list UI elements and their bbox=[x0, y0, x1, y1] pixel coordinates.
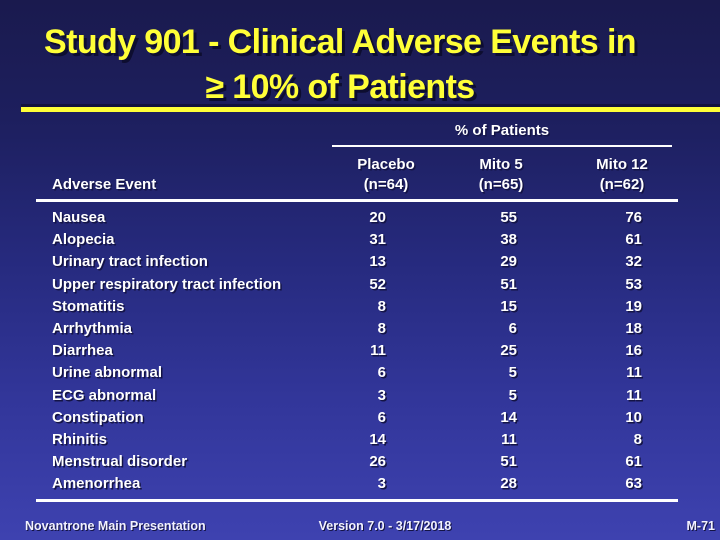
value-cell: 18 bbox=[625, 319, 642, 337]
value-cell: 6 bbox=[508, 319, 517, 337]
value-cell: 6 bbox=[377, 364, 386, 382]
value-cell: 3 bbox=[377, 475, 386, 493]
table-row: Rhinitis 14 11 8 bbox=[36, 429, 678, 451]
event-cell: Alopecia bbox=[52, 231, 115, 249]
value-cell: 14 bbox=[369, 430, 386, 448]
value-cell: 6 bbox=[377, 408, 386, 426]
event-cell: Amenorrhea bbox=[52, 475, 141, 493]
value-cell: 61 bbox=[625, 453, 642, 471]
value-cell: 8 bbox=[633, 430, 642, 448]
value-cell: 76 bbox=[625, 209, 642, 226]
value-cell: 28 bbox=[500, 475, 517, 493]
event-cell: Urinary tract infection bbox=[52, 253, 208, 271]
table-row: Nausea 20 55 76 bbox=[36, 207, 678, 229]
table-row: Upper respiratory tract infection 52 51 … bbox=[36, 274, 678, 296]
value-cell: 3 bbox=[377, 386, 386, 404]
table-header-row: Adverse Event Placebo (n=64) Mito 5 (n=6… bbox=[36, 150, 678, 196]
table-row: Urine abnormal 6 5 11 bbox=[36, 362, 678, 384]
column-header-placebo-n: (n=64) bbox=[363, 176, 409, 193]
value-cell: 11 bbox=[626, 386, 642, 404]
event-cell: Nausea bbox=[52, 209, 106, 226]
value-cell: 20 bbox=[369, 209, 386, 226]
slide-title-line1: Study 901 - Clinical Adverse Events in bbox=[44, 23, 637, 61]
footer-version-date: Version 7.0 - 3/17/2018 bbox=[318, 519, 452, 533]
value-cell: 11 bbox=[501, 430, 517, 448]
column-header-mito12-n: (n=62) bbox=[599, 176, 645, 193]
value-cell: 32 bbox=[625, 253, 642, 271]
table-row: Menstrual disorder 26 51 61 bbox=[36, 451, 678, 473]
value-cell: 25 bbox=[500, 342, 517, 360]
column-header-adverse-event: Adverse Event bbox=[52, 176, 157, 193]
event-cell: Upper respiratory tract infection bbox=[52, 275, 282, 293]
slide-title: Study 901 - Clinical Adverse Events in ≥… bbox=[0, 20, 680, 110]
table-row: Urinary tract infection 13 29 32 bbox=[36, 251, 678, 273]
table-row: ECG abnormal 3 5 11 bbox=[36, 385, 678, 407]
event-cell: ECG abnormal bbox=[52, 386, 157, 404]
group-header-rule bbox=[332, 145, 672, 147]
table-row: Diarrhea 11 25 16 bbox=[36, 340, 678, 362]
value-cell: 14 bbox=[500, 408, 517, 426]
table-header-rule bbox=[36, 199, 678, 202]
value-cell: 5 bbox=[508, 364, 517, 382]
value-cell: 52 bbox=[369, 275, 386, 293]
table-bottom-rule bbox=[36, 499, 678, 502]
column-header-mito5: Mito 5 (n=65) bbox=[436, 155, 566, 196]
event-cell: Arrhythmia bbox=[52, 319, 133, 337]
value-cell: 53 bbox=[625, 275, 642, 293]
value-cell: 19 bbox=[625, 297, 642, 315]
event-cell: Constipation bbox=[52, 408, 144, 426]
table-row: Arrhythmia 8 6 18 bbox=[36, 318, 678, 340]
value-cell: 26 bbox=[369, 453, 386, 471]
value-cell: 8 bbox=[377, 297, 386, 315]
value-cell: 11 bbox=[370, 342, 386, 360]
column-header-placebo: Placebo (n=64) bbox=[336, 155, 436, 196]
value-cell: 31 bbox=[369, 231, 386, 249]
table-row: Alopecia 31 38 61 bbox=[36, 229, 678, 251]
value-cell: 10 bbox=[625, 408, 642, 426]
event-cell: Menstrual disorder bbox=[52, 453, 188, 471]
column-header-mito5-n: (n=65) bbox=[478, 176, 524, 193]
value-cell: 51 bbox=[500, 453, 517, 471]
table-row: Constipation 6 14 10 bbox=[36, 407, 678, 429]
footer-presentation-name: Novantrone Main Presentation bbox=[25, 519, 206, 533]
value-cell: 8 bbox=[377, 319, 386, 337]
column-header-mito5-name: Mito 5 bbox=[479, 156, 523, 173]
value-cell: 38 bbox=[500, 231, 517, 249]
table-row: Amenorrhea 3 28 63 bbox=[36, 473, 678, 495]
table-row: Stomatitis 8 15 19 bbox=[36, 296, 678, 318]
value-cell: 13 bbox=[369, 253, 386, 271]
event-cell: Urine abnormal bbox=[52, 364, 163, 382]
value-cell: 15 bbox=[500, 297, 517, 315]
slide-title-line2: ≥ 10% of Patients bbox=[205, 68, 475, 106]
value-cell: 51 bbox=[500, 275, 517, 293]
value-cell: 16 bbox=[625, 342, 642, 360]
event-cell: Rhinitis bbox=[52, 430, 107, 448]
footer-slide-number: M-71 bbox=[686, 519, 715, 533]
column-header-mito12-name: Mito 12 bbox=[596, 156, 648, 173]
value-cell: 63 bbox=[625, 475, 642, 493]
event-cell: Diarrhea bbox=[52, 342, 113, 360]
column-header-mito12: Mito 12 (n=62) bbox=[566, 155, 678, 196]
table-group-header: % of Patients bbox=[454, 122, 550, 139]
column-header-placebo-name: Placebo bbox=[357, 156, 415, 173]
value-cell: 55 bbox=[500, 209, 517, 226]
value-cell: 5 bbox=[508, 386, 517, 404]
table-body: Nausea 20 55 76 Alopecia 31 38 61 Urinar… bbox=[36, 207, 678, 495]
title-underline bbox=[21, 104, 720, 112]
event-cell: Stomatitis bbox=[52, 297, 125, 315]
value-cell: 11 bbox=[626, 364, 642, 382]
value-cell: 61 bbox=[625, 231, 642, 249]
value-cell: 29 bbox=[500, 253, 517, 271]
